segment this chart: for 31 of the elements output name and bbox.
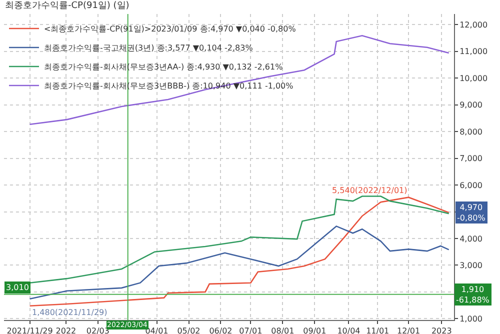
chart-title: 최종호가수익률-CP(91일) (일) bbox=[5, 0, 130, 11]
y-tick-label: 8,000 bbox=[460, 127, 483, 136]
x-tick-label: 2021/11/29 bbox=[6, 326, 53, 334]
annotation: 4,970 -0,80% bbox=[457, 203, 486, 222]
annotation: 5,540(2022/12/01) bbox=[332, 186, 408, 195]
y-tick-label: 10,000 bbox=[460, 74, 488, 83]
line-series bbox=[29, 226, 450, 300]
x-tick-label: 11/01 bbox=[366, 326, 390, 334]
y-tick-label: 4,000 bbox=[460, 234, 483, 244]
line-series bbox=[29, 196, 450, 306]
y-tick-label: 7,000 bbox=[460, 154, 483, 164]
x-tick-label: 08/01 bbox=[271, 326, 294, 334]
x-tick-label: 2022 bbox=[56, 326, 76, 334]
y-tick-label: 12,000 bbox=[460, 20, 488, 30]
y-tick-label: 3,000 bbox=[460, 261, 483, 270]
x-tick-label: 2023 bbox=[431, 326, 452, 334]
x-tick-label: 10/04 bbox=[337, 326, 360, 334]
ref-line-label: 1,910 -61,88% bbox=[456, 285, 490, 304]
x-tick-label: 09/01 bbox=[303, 326, 326, 334]
y-tick-label: 1,000 bbox=[460, 314, 483, 324]
x-tick-label: 02/03 bbox=[86, 326, 110, 334]
line-series bbox=[29, 35, 450, 126]
x-tick-label: 06/02 bbox=[209, 326, 232, 334]
y-tick-label: 11,000 bbox=[460, 47, 488, 56]
y-tick-label: 9,000 bbox=[460, 100, 483, 110]
y-tick-label: 6,000 bbox=[460, 180, 483, 190]
x-tick-label: 05/02 bbox=[177, 326, 200, 334]
x-tick-label: 07/01 bbox=[239, 326, 262, 334]
annotation: 3,010 bbox=[6, 283, 29, 292]
x-tick-label: 12/01 bbox=[397, 326, 420, 334]
annotation: 1,480(2021/11/29) bbox=[32, 308, 108, 317]
